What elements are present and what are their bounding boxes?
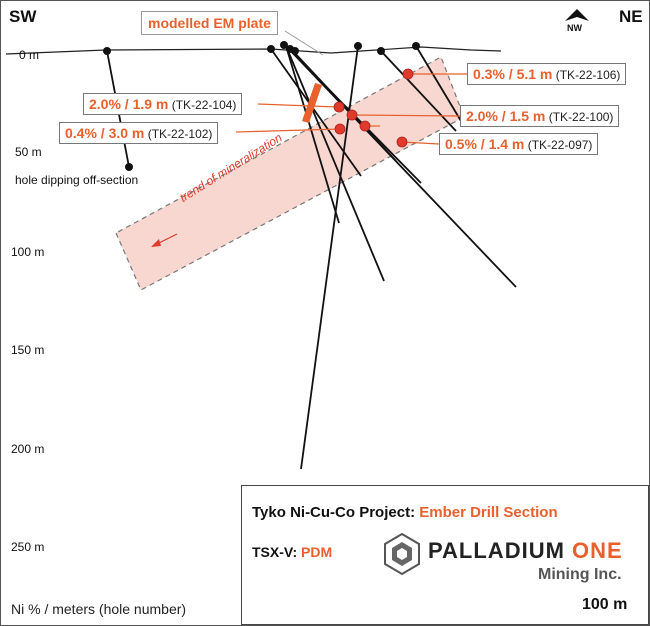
intercept-markers <box>333 68 414 148</box>
leader-lines <box>235 73 467 145</box>
drill-hole <box>270 48 362 177</box>
intercept-value: 0.3% / 5.1 m <box>473 66 553 82</box>
intercept-box-tk-22-102: 0.4% / 3.0 m (TK-22-102) <box>59 122 219 144</box>
company-subtitle: Mining Inc. <box>538 566 622 583</box>
axis-note: Ni % / meters (hole number) <box>11 601 187 617</box>
depth-label-100: 100 m <box>11 245 45 259</box>
intercept-value: 0.4% / 3.0 m <box>65 125 145 141</box>
intercept-value: 2.0% / 1.9 m <box>89 96 169 112</box>
company-name-a: PALLADIUM <box>428 538 565 563</box>
intercept-box-tk-22-104: 2.0% / 1.9 m (TK-22-104) <box>83 93 243 115</box>
em-plate-leader <box>284 30 324 56</box>
company-logo-icon <box>384 532 420 576</box>
depth-label-150: 150 m <box>11 343 45 357</box>
title-block: Tyko Ni-Cu-Co Project: Ember Drill Secti… <box>241 485 649 625</box>
ticker-symbol: PDM <box>301 544 333 560</box>
north-arrow-icon <box>565 9 589 21</box>
ground-surface <box>5 46 502 55</box>
intercept-box-tk-22-106: 0.3% / 5.1 m (TK-22-106) <box>467 63 627 85</box>
company-name: PALLADIUM ONE <box>428 538 623 564</box>
collar-markers <box>103 41 420 171</box>
intercept-hole: (TK-22-102) <box>147 127 213 141</box>
depth-label-0: 0 m <box>19 48 40 62</box>
ne-label: NE <box>619 7 643 26</box>
intercept-hole: (TK-22-097) <box>527 138 593 152</box>
project-name: Ember Drill Section <box>419 504 558 521</box>
intercept-box-tk-22-100: 2.0% / 1.5 m (TK-22-100) <box>460 105 620 127</box>
north-arrow-label: NW <box>567 23 582 33</box>
depth-label-200: 200 m <box>11 442 45 456</box>
ticker-line: TSX-V: PDM <box>252 544 332 560</box>
depth-label-250: 250 m <box>11 540 45 554</box>
project-title: Tyko Ni-Cu-Co Project: Ember Drill Secti… <box>252 504 558 521</box>
depth-label-50: 50 m <box>15 145 42 159</box>
off-section-label: hole dipping off-section <box>15 173 139 187</box>
em-plate-label: modelled EM plate <box>141 11 278 35</box>
drill-hole <box>415 45 462 122</box>
intercept-hole: (TK-22-104) <box>171 98 237 112</box>
drill-hole <box>285 45 340 224</box>
ticker-prefix: TSX-V: <box>252 544 298 560</box>
intercept-box-tk-22-097: 0.5% / 1.4 m (TK-22-097) <box>439 133 599 155</box>
intercept-value: 2.0% / 1.5 m <box>466 108 546 124</box>
em-plate-shape <box>302 83 322 123</box>
company-name-b: ONE <box>572 538 623 563</box>
intercept-hole: (TK-22-100) <box>548 110 614 124</box>
intercept-hole: (TK-22-106) <box>555 68 621 82</box>
drill-hole <box>285 45 385 282</box>
project-prefix: Tyko Ni-Cu-Co Project: <box>252 504 416 521</box>
sw-label: SW <box>9 7 37 26</box>
intercept-value: 0.5% / 1.4 m <box>445 136 525 152</box>
trend-arrow <box>151 233 178 247</box>
drill-hole <box>380 50 457 132</box>
scale-label: 100 m <box>582 596 628 613</box>
